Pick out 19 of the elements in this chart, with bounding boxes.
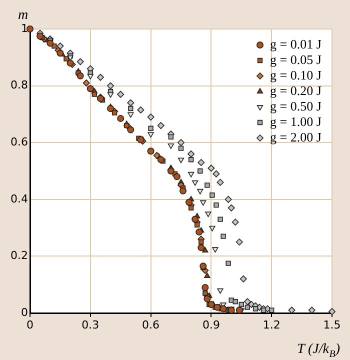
- y-tick-label: 0.2: [10, 249, 28, 262]
- legend-label: g = 0.50 J: [270, 98, 322, 114]
- x-tick-label: 0.3: [82, 318, 100, 332]
- x-tick-label: 0.6: [142, 318, 160, 332]
- legend-label: g = 1.00 J: [270, 114, 322, 129]
- legend-label: g = 0.10 J: [270, 67, 322, 82]
- legend-label: g = 0.20 J: [270, 82, 322, 98]
- x-tick-label: 1.5: [323, 318, 341, 332]
- legend-label: g = 0.01 J: [270, 36, 322, 52]
- legend-label: g = 2.00 J: [270, 129, 322, 144]
- y-tick-label: 0: [21, 306, 28, 319]
- x-tick-label: 0.9: [202, 318, 220, 332]
- y-tick-label: 0.4: [10, 192, 28, 206]
- legend-label: g = 0.05 J: [270, 52, 322, 67]
- y-tick-label: 0.8: [10, 78, 28, 92]
- x-tick-label: 1.2: [262, 318, 280, 332]
- y-tick-label: 0.6: [10, 135, 28, 148]
- y-tick-label: 1: [21, 22, 28, 35]
- y-axis-title: m: [18, 8, 28, 23]
